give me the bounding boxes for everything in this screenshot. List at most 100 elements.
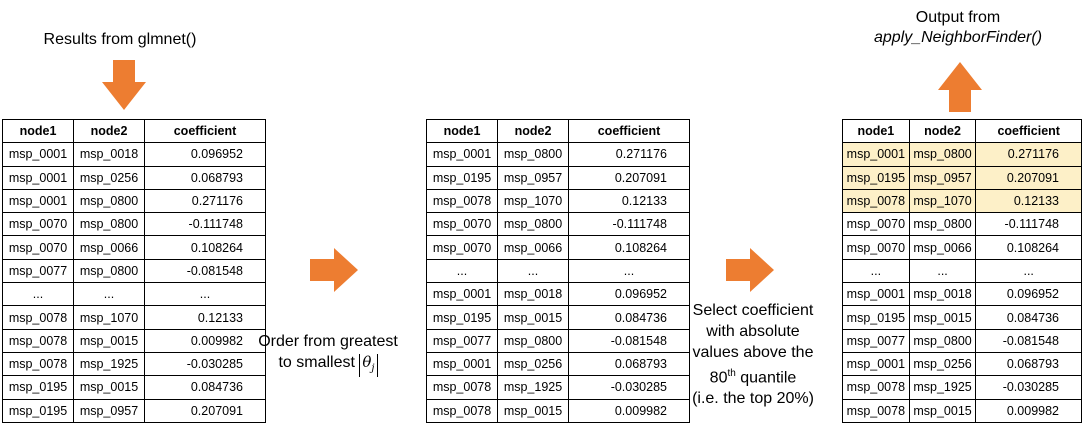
cell-node1: msp_0001 xyxy=(2,165,74,190)
left-title: Results from glmnet() xyxy=(43,31,197,48)
cell-node2: msp_0018 xyxy=(73,142,145,167)
table-row: msp_0195 msp_0957 0.207091 xyxy=(842,165,1082,190)
table-row: msp_0001 msp_0018 0.096952 xyxy=(2,142,266,167)
table-row: msp_0078 msp_1070 0.12133 xyxy=(426,188,690,214)
cell-coefficient: 0.271176 xyxy=(568,142,690,167)
cell-node1: msp_0078 xyxy=(842,398,910,423)
cell-coefficient: 0.108264 xyxy=(975,235,1082,260)
cell-node2: msp_0957 xyxy=(73,398,145,423)
table-row: msp_0070 msp_0800 -0.111748 xyxy=(426,212,690,237)
theta-subscript: j xyxy=(371,363,375,374)
cell-node2: msp_0015 xyxy=(497,398,569,423)
table-row: msp_0195 msp_0015 0.084736 xyxy=(2,375,266,400)
table-row: msp_0078 msp_1070 0.12133 xyxy=(842,188,1082,214)
cell-coefficient: -0.111748 xyxy=(568,212,690,237)
cell-node1: msp_0078 xyxy=(2,351,74,377)
cell-coefficient: -0.081548 xyxy=(975,328,1082,353)
table-header-row: node1 node2 coefficient xyxy=(2,118,266,144)
cell-node1: msp_0001 xyxy=(2,188,74,214)
cell-node1: msp_0078 xyxy=(426,398,498,423)
header-coefficient: coefficient xyxy=(568,118,690,144)
middle-table: node1 node2 coefficient msp_0001 msp_0800… xyxy=(426,118,690,423)
cell-node1: msp_0078 xyxy=(426,375,498,400)
cell-coefficient: 0.068793 xyxy=(568,351,690,377)
cell-node2: msp_0800 xyxy=(908,328,977,353)
cell-coefficient: -0.111748 xyxy=(975,212,1082,237)
cell-node2: msp_1070 xyxy=(497,188,569,214)
order-label-line1: Order from greatest xyxy=(258,333,398,350)
cell-node1: msp_0077 xyxy=(426,328,498,353)
cell-node2: msp_0800 xyxy=(497,142,569,167)
cell-coefficient: -0.081548 xyxy=(144,258,266,284)
cell-node1: msp_0001 xyxy=(2,142,74,167)
table-row: msp_0001 msp_0256 0.068793 xyxy=(842,351,1082,377)
cell-coefficient: 0.068793 xyxy=(975,351,1082,377)
right-title-line1: Output from xyxy=(915,9,1001,26)
cell-node2: msp_1070 xyxy=(73,305,145,330)
cell-coefficient: 0.12133 xyxy=(568,188,690,214)
cell-node2: msp_0800 xyxy=(908,212,977,237)
cell-node1: ... xyxy=(842,258,910,284)
cell-node1: msp_0001 xyxy=(426,351,498,377)
cell-node2: ... xyxy=(908,258,977,284)
cell-node2: msp_0957 xyxy=(497,165,569,190)
right-title: Output from apply_NeighborFinder() xyxy=(838,8,1078,48)
quantile-text: quantile xyxy=(735,369,797,387)
cell-coefficient: -0.030285 xyxy=(975,375,1082,400)
table-row: msp_0001 msp_0018 0.096952 xyxy=(426,282,690,307)
cell-coefficient: 0.271176 xyxy=(144,188,266,214)
cell-node1: msp_0195 xyxy=(842,305,910,330)
right-arrow-icon-2 xyxy=(726,248,774,292)
cell-node1: msp_0001 xyxy=(842,282,910,307)
table-row: msp_0195 msp_0015 0.084736 xyxy=(842,305,1082,330)
cell-node1: msp_0001 xyxy=(426,142,498,167)
cell-coefficient: 0.009982 xyxy=(568,398,690,423)
table-row: msp_0077 msp_0800 -0.081548 xyxy=(426,328,690,353)
cell-coefficient: ... xyxy=(568,258,690,284)
table-row: msp_0001 msp_0256 0.068793 xyxy=(426,351,690,377)
cell-node2: msp_0018 xyxy=(908,282,977,307)
select-label-line1: Select coefficient xyxy=(692,302,814,319)
table-row: msp_0001 msp_0018 0.096952 xyxy=(842,282,1082,307)
cell-coefficient: 0.12133 xyxy=(975,188,1082,214)
cell-node2: msp_1070 xyxy=(908,188,977,214)
cell-node2: msp_0256 xyxy=(73,165,145,190)
cell-node2: msp_0800 xyxy=(73,188,145,214)
cell-node2: msp_0015 xyxy=(908,398,977,423)
cell-coefficient: 0.12133 xyxy=(144,305,266,330)
cell-node1: msp_0078 xyxy=(842,188,910,214)
cell-node1: ... xyxy=(426,258,498,284)
cell-node1: msp_0078 xyxy=(426,188,498,214)
cell-node2: ... xyxy=(73,282,145,307)
cell-coefficient: 0.108264 xyxy=(568,235,690,260)
table-row: ......... xyxy=(842,258,1082,284)
table-row: msp_0070 msp_0800 -0.111748 xyxy=(2,212,266,237)
left-table: node1 node2 coefficient msp_0001 msp_0018… xyxy=(2,118,266,423)
cell-node2: msp_0800 xyxy=(73,212,145,237)
table-row: msp_0001 msp_0800 0.271176 xyxy=(842,142,1082,167)
down-arrow-icon xyxy=(102,60,146,110)
right-arrow-icon xyxy=(310,248,358,292)
cell-node2: msp_0957 xyxy=(908,165,977,190)
select-label-line4: 80th quantile xyxy=(668,363,838,388)
cell-coefficient: 0.084736 xyxy=(568,305,690,330)
table-row: msp_0070 msp_0800 -0.111748 xyxy=(842,212,1082,237)
table-row: msp_0195 msp_0015 0.084736 xyxy=(426,305,690,330)
table-row: msp_0078 msp_1070 0.12133 xyxy=(2,305,266,330)
cell-coefficient: 0.096952 xyxy=(568,282,690,307)
cell-node1: msp_0078 xyxy=(2,328,74,353)
cell-node1: msp_0070 xyxy=(842,235,910,260)
abs-theta-symbol: θj xyxy=(359,354,378,377)
table-row: msp_0001 msp_0800 0.271176 xyxy=(426,142,690,167)
table-row: msp_0195 msp_0957 0.207091 xyxy=(2,398,266,423)
header-node1: node1 xyxy=(426,118,498,144)
cell-node2: msp_0800 xyxy=(908,142,977,167)
cell-coefficient: 0.207091 xyxy=(144,398,266,423)
select-label-line5: (i.e. the top 20%) xyxy=(692,390,814,408)
cell-coefficient: 0.009982 xyxy=(144,328,266,353)
cell-coefficient: 0.084736 xyxy=(144,375,266,400)
cell-coefficient: -0.111748 xyxy=(144,212,266,237)
cell-node1: msp_0070 xyxy=(426,212,498,237)
cell-node1: msp_0078 xyxy=(842,375,910,400)
cell-node1: msp_0077 xyxy=(842,328,910,353)
